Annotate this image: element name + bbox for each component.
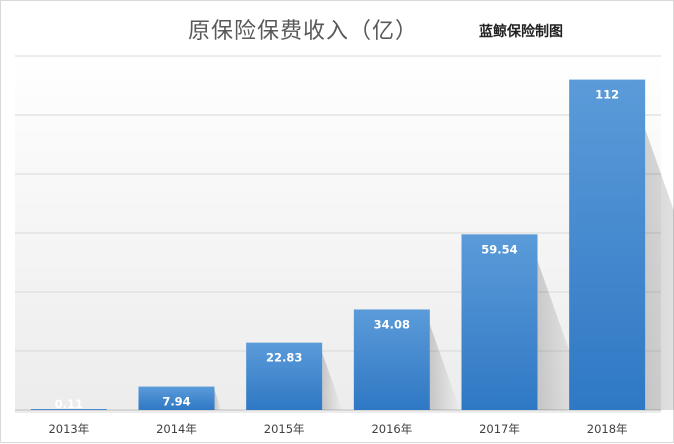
bar-2018年 xyxy=(569,80,645,410)
data-label: 7.94 xyxy=(162,395,190,409)
bar-shadow xyxy=(322,353,342,410)
x-tick-label: 2018年 xyxy=(587,422,628,436)
x-tick-label: 2017年 xyxy=(479,422,520,436)
bar-shadow xyxy=(430,325,460,410)
x-tick-label: 2014年 xyxy=(156,422,197,436)
data-label: 34.08 xyxy=(374,317,410,331)
bar-shadow xyxy=(215,390,222,410)
bar-2017年 xyxy=(462,234,538,410)
x-tick-label: 2016年 xyxy=(371,422,412,436)
data-label: 59.54 xyxy=(481,242,517,256)
x-tick-label: 2015年 xyxy=(264,422,305,436)
data-label: 0.11 xyxy=(55,397,83,411)
x-tick-label: 2013年 xyxy=(48,422,89,436)
data-label: 22.83 xyxy=(266,351,302,365)
bar-shadow xyxy=(645,129,674,410)
data-label: 112 xyxy=(595,88,619,102)
